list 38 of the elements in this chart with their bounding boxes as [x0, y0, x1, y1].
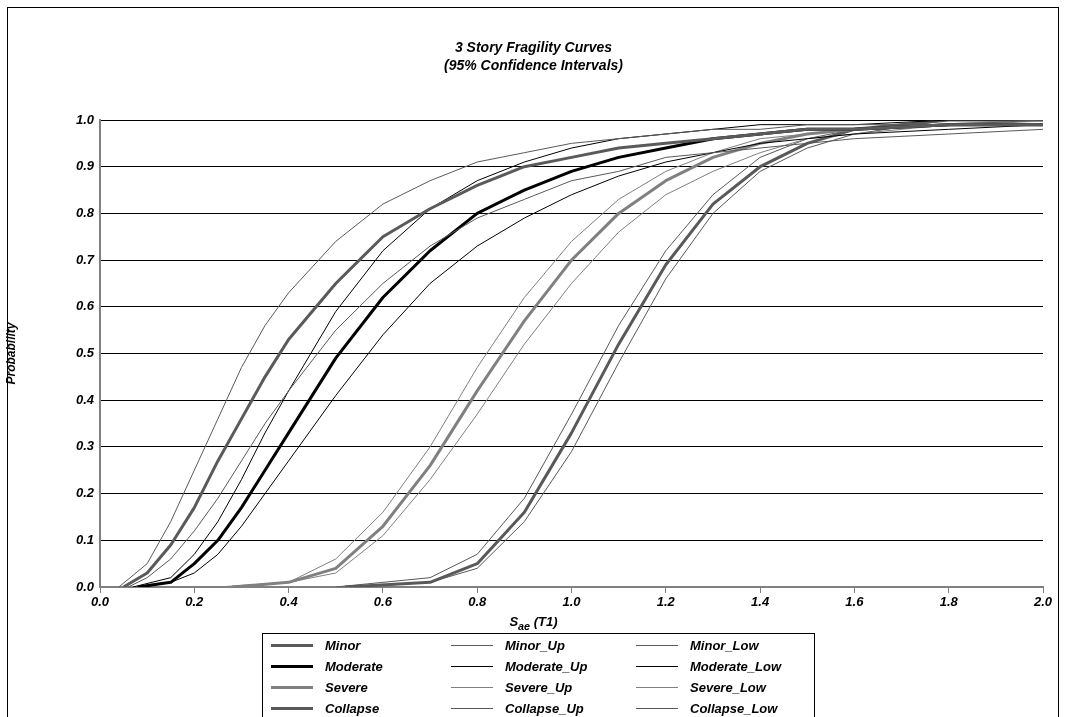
- legend-label: Minor_Low: [690, 637, 759, 653]
- y-tick-label: 0.8: [75, 204, 95, 220]
- y-tick-label: 0.5: [75, 345, 95, 361]
- legend-label: Collapse_Up: [505, 701, 584, 717]
- y-tick-label: 0.3: [75, 438, 95, 454]
- legend-label: Moderate_Low: [690, 658, 782, 674]
- legend-label: Severe_Low: [690, 680, 766, 695]
- x-tick-label: 0.0: [90, 594, 110, 610]
- y-tick-label: 0.6: [75, 298, 95, 314]
- x-tick-label: 2.0: [1032, 594, 1053, 610]
- legend-label: Severe_Up: [505, 680, 573, 695]
- x-tick-label: 1.0: [562, 594, 582, 610]
- y-tick-label: 1.0: [75, 111, 95, 127]
- x-tick-label: 1.2: [656, 594, 676, 610]
- x-tick-label: 0.2: [185, 594, 205, 610]
- legend-label: Minor: [325, 637, 361, 653]
- x-tick-label: 1.8: [939, 594, 959, 610]
- legend-label: Moderate: [325, 658, 383, 674]
- legend-label: Collapse: [325, 701, 380, 717]
- legend-label: Minor_Up: [505, 637, 565, 653]
- y-axis-title: Probability: [3, 321, 18, 385]
- x-axis-title: S$_{ae}$ (T1): [508, 614, 559, 632]
- x-tick-label: 0.8: [468, 594, 487, 610]
- chart-subtitle: (95% Confidence Intervals): [443, 57, 624, 73]
- x-tick-label: 0.4: [279, 594, 299, 610]
- y-tick-label: 0.1: [75, 531, 94, 547]
- x-tick-label: 1.6: [845, 594, 865, 610]
- x-tick-label: 1.4: [751, 594, 770, 610]
- legend-label: Collapse_Low: [690, 701, 778, 717]
- y-tick-label: 0.0: [75, 578, 95, 594]
- y-tick-label: 0.9: [75, 158, 95, 174]
- x-tick-label: 0.6: [373, 594, 393, 610]
- chart-title: 3 Story Fragility Curves: [453, 39, 614, 55]
- y-tick-label: 0.2: [75, 485, 95, 501]
- y-tick-label: 0.7: [75, 251, 95, 267]
- legend-label: Severe: [325, 680, 368, 695]
- y-tick-label: 0.4: [75, 391, 95, 407]
- legend-label: Moderate_Up: [505, 658, 588, 674]
